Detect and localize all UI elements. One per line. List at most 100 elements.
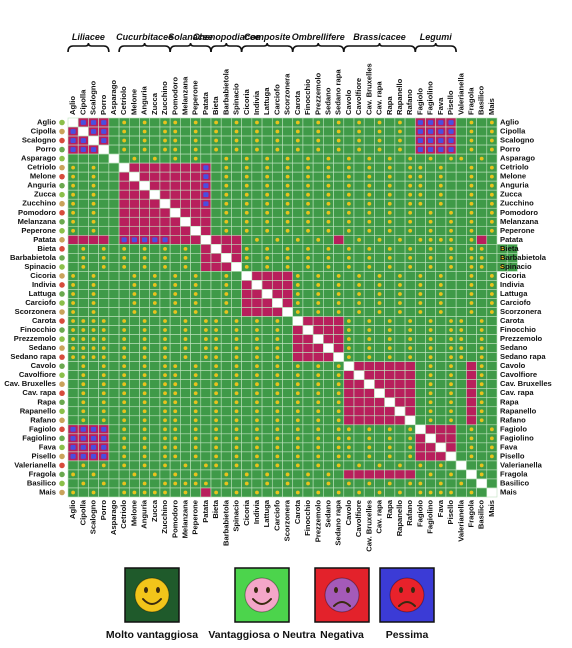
matrix-cell [128, 316, 140, 326]
cell-dot [285, 472, 290, 477]
matrix-cell [169, 460, 181, 471]
matrix-cell [353, 370, 365, 380]
matrix-cell [200, 469, 212, 480]
matrix-cell [312, 180, 324, 191]
cell-dot [295, 120, 300, 125]
column-label: Cav. rapa [375, 81, 384, 115]
cell-dot [408, 319, 413, 323]
cell-dot [224, 192, 229, 197]
cell-dot [316, 382, 321, 387]
cell-dot [265, 264, 270, 269]
cell-dot [214, 328, 219, 332]
cell-dot [193, 301, 198, 305]
cell-dot [173, 400, 178, 405]
matrix-cell [363, 469, 375, 480]
matrix-cell [149, 135, 161, 146]
matrix-cell [251, 162, 263, 173]
cell-dot [81, 255, 86, 260]
cell-dot [255, 445, 259, 450]
cell-dot [459, 355, 464, 360]
matrix-cell [210, 289, 222, 299]
cell-dot [398, 138, 402, 143]
matrix-cell [374, 433, 385, 444]
cell-dot [224, 472, 229, 477]
cell-dot [469, 129, 474, 134]
cell-dot [275, 147, 280, 152]
matrix-cell [271, 298, 283, 308]
matrix-cell [200, 433, 212, 444]
matrix-cell [292, 325, 304, 335]
cell-dot [438, 201, 443, 206]
cell-dot [479, 255, 484, 260]
cell-dot [203, 165, 209, 171]
matrix-cell [77, 289, 89, 299]
cell-dot [295, 445, 300, 450]
cell-dot [489, 427, 494, 432]
matrix-cell [261, 388, 273, 399]
matrix-cell [425, 198, 437, 209]
cell-dot [163, 364, 167, 369]
matrix-cell [445, 180, 457, 191]
cell-dot [438, 147, 444, 152]
matrix-cell [180, 424, 191, 435]
cell-dot [275, 418, 280, 423]
cell-dot [428, 490, 433, 495]
matrix-cell [353, 442, 365, 453]
cell-dot [80, 426, 86, 432]
matrix-cell [333, 244, 345, 254]
matrix-cell [414, 406, 426, 417]
matrix-cell [77, 469, 89, 480]
matrix-cell [271, 198, 283, 209]
cell-dot [479, 319, 484, 323]
cell-dot [214, 418, 219, 423]
matrix-cell [455, 162, 467, 173]
matrix-cell [261, 379, 273, 390]
cell-dot [71, 301, 76, 305]
column-label: Fagiolino [426, 500, 435, 534]
cell-dot [418, 237, 423, 242]
cell-dot [346, 355, 351, 360]
column-label: Prezzemolo [313, 500, 322, 543]
matrix-cell [251, 298, 263, 308]
matrix-cell [445, 460, 457, 471]
cell-dot [387, 264, 392, 269]
matrix-cell [435, 469, 447, 480]
family-label: Legumi [420, 32, 453, 42]
family-label: Cucurbitacee [116, 32, 173, 42]
matrix-cell [374, 253, 385, 263]
cell-dot [479, 355, 484, 360]
matrix-cell [261, 144, 273, 155]
legend: Molto vantaggiosa Vantaggiosa o Neutra Neg… [106, 567, 435, 641]
cell-dot [428, 346, 433, 351]
vegetable-icon [59, 408, 65, 415]
cell-dot [275, 237, 280, 242]
matrix-cell [139, 271, 151, 281]
matrix-cell [302, 235, 314, 245]
cell-dot [152, 283, 157, 287]
matrix-cell [486, 343, 498, 353]
cell-dot [142, 454, 147, 459]
matrix-cell [486, 352, 498, 362]
matrix-cell [139, 153, 151, 164]
cell-dot [224, 210, 229, 215]
column-label: Scalogno [89, 80, 98, 115]
matrix-cell [435, 343, 447, 353]
matrix-cell [220, 451, 232, 462]
matrix-cell [67, 235, 79, 245]
cell-dot [306, 174, 310, 179]
cell-dot [336, 138, 341, 143]
matrix-cell [271, 253, 283, 263]
matrix-cell [435, 207, 447, 218]
matrix-cell [210, 244, 222, 254]
cell-dot [214, 454, 219, 459]
matrix-cell [292, 244, 304, 254]
cell-dot [448, 138, 454, 143]
cell-dot [346, 454, 351, 459]
matrix-cell [455, 262, 467, 272]
matrix-cell [128, 433, 140, 444]
matrix-cell [139, 189, 151, 200]
vegetable-icon [59, 489, 65, 496]
row-label: Cetriolo [27, 163, 56, 172]
matrix-cell [353, 415, 365, 426]
cell-dot [265, 219, 270, 224]
